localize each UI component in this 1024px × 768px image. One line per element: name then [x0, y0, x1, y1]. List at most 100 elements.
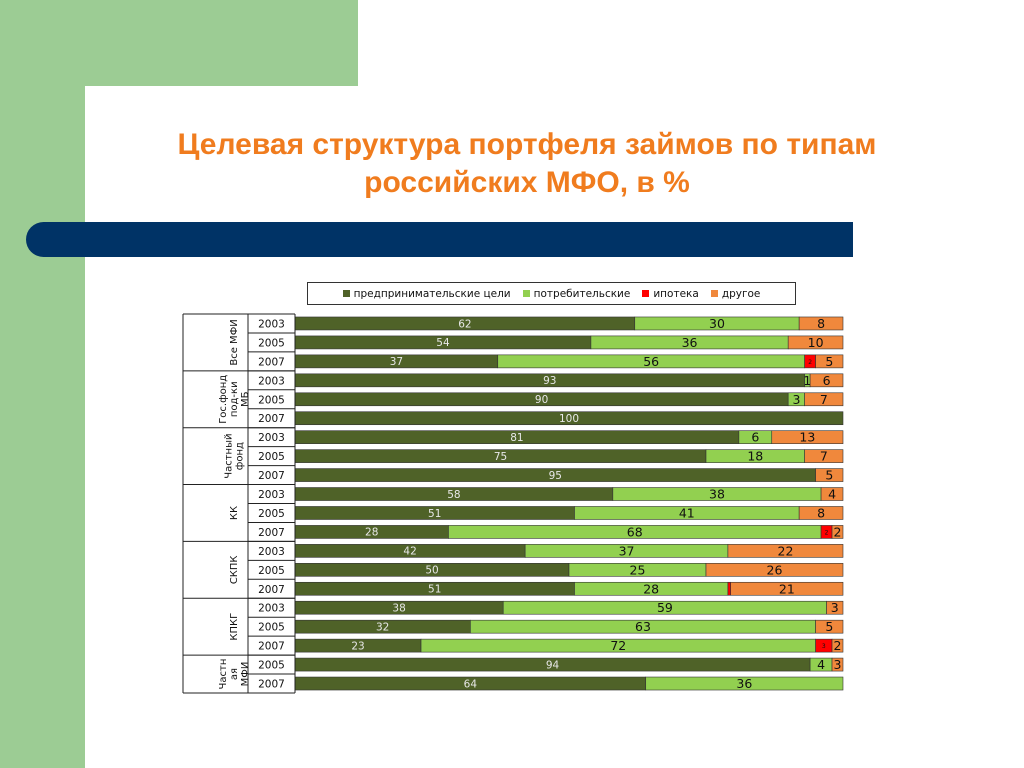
- year-label: 2005: [258, 622, 285, 634]
- legend-swatch-entrepreneurial: [342, 290, 350, 297]
- year-label: 2005: [258, 451, 285, 463]
- bar-segment-other: [809, 373, 844, 388]
- data-label: 36: [682, 335, 698, 350]
- data-label: 2: [825, 529, 829, 536]
- group-label: КПКГ: [229, 613, 240, 641]
- bar-segment-other: [831, 638, 844, 653]
- year-label: 2003: [258, 318, 285, 330]
- year-label: 2005: [258, 394, 285, 406]
- data-label: 64: [464, 678, 478, 690]
- data-label: 23: [351, 640, 364, 652]
- data-label: 18: [747, 449, 763, 464]
- group-label: Гос.фонд: [218, 375, 229, 424]
- data-label: 94: [546, 659, 560, 671]
- data-label: 72: [610, 638, 626, 653]
- legend-item-other: другое: [710, 287, 761, 300]
- left-green-band: [0, 0, 85, 768]
- bar-segment-other: [815, 354, 844, 369]
- data-label: 21: [779, 581, 795, 596]
- data-label: 4: [817, 657, 825, 672]
- legend-label-mortgage: ипотека: [653, 287, 699, 300]
- title-underline-band: [26, 222, 853, 257]
- data-label: 93: [543, 375, 556, 387]
- data-label: 5: [825, 468, 833, 483]
- bar-segment-mortgage: [727, 581, 731, 596]
- data-label: 62: [458, 318, 471, 330]
- bar-segment-other: [771, 430, 844, 444]
- data-label: 51: [428, 508, 441, 520]
- data-label: 100: [559, 413, 579, 425]
- data-label: 10: [808, 335, 824, 350]
- data-label: 3: [822, 643, 826, 650]
- data-label: 28: [643, 581, 659, 596]
- bar-segment-other: [831, 525, 844, 539]
- data-label: 58: [447, 489, 460, 501]
- data-label: 6: [823, 373, 831, 388]
- data-label: 56: [643, 354, 659, 369]
- year-label: 2003: [258, 489, 285, 501]
- bar-segment-other: [804, 449, 844, 463]
- data-label: 3: [834, 657, 842, 672]
- year-label: 2003: [258, 432, 285, 444]
- data-label: 1: [803, 373, 811, 388]
- data-label: 8: [817, 505, 825, 520]
- data-label: 28: [365, 527, 378, 539]
- title-line-2: российских МФО, в %: [364, 166, 690, 199]
- bar-segment-other: [815, 468, 844, 482]
- year-label: 2005: [258, 660, 285, 672]
- bar-segment-other: [727, 544, 844, 558]
- data-label: 68: [627, 524, 643, 539]
- bar-segment-other: [798, 506, 844, 520]
- legend-swatch-mortgage: [642, 290, 650, 297]
- bar-segment-other: [815, 619, 844, 634]
- data-label: 13: [799, 430, 815, 445]
- data-label: 38: [392, 603, 405, 615]
- data-label: 38: [709, 487, 725, 502]
- bar-segment-other: [826, 600, 844, 615]
- data-label: 42: [403, 546, 416, 558]
- year-label: 2007: [258, 679, 285, 691]
- data-label: 5: [825, 354, 833, 369]
- bar-segment-other: [804, 392, 844, 407]
- group-label: под-ки: [229, 381, 240, 417]
- data-label: 41: [679, 505, 695, 520]
- data-label: 63: [635, 619, 651, 634]
- legend-item-entrepreneurial: предпринимательские цели: [342, 287, 511, 300]
- group-label: Все МФИ: [229, 319, 240, 365]
- bar-segment-other: [787, 335, 844, 350]
- group-label: КК: [229, 506, 240, 520]
- group-label: СКПК: [229, 555, 240, 584]
- data-label: 37: [390, 356, 403, 368]
- bar-segment-other: [831, 657, 844, 672]
- group-label: Частный: [224, 434, 235, 479]
- data-label: 7: [820, 449, 828, 464]
- data-label: 59: [657, 600, 673, 615]
- group-label: фонд: [235, 442, 246, 470]
- data-label: 95: [549, 470, 562, 482]
- data-label: 5: [825, 619, 833, 634]
- data-label: 81: [510, 432, 523, 444]
- bar-segment-other: [705, 563, 844, 577]
- bar-segment-other: [798, 316, 844, 331]
- content-panel: [85, 86, 1024, 768]
- page-title: Целевая структура портфеля займов по тип…: [100, 126, 954, 202]
- bar-segment-consumer: [645, 676, 844, 691]
- legend-label-entrepreneurial: предпринимательские цели: [353, 287, 511, 300]
- group-label: Частн: [218, 659, 229, 690]
- data-label: 8: [817, 316, 825, 331]
- data-label: 2: [834, 638, 842, 653]
- data-label: 51: [428, 584, 441, 596]
- year-label: 2005: [258, 337, 285, 349]
- legend-label-other: другое: [721, 287, 761, 300]
- data-label: 32: [376, 621, 389, 633]
- chart-legend: предпринимательские цели потребительские…: [307, 282, 796, 305]
- top-green-block: [0, 0, 358, 86]
- year-label: 2007: [258, 584, 285, 596]
- year-label: 2003: [258, 603, 285, 615]
- title-line-1: Целевая структура портфеля займов по тип…: [177, 128, 877, 161]
- data-label: 54: [436, 337, 450, 349]
- data-label: 30: [709, 316, 725, 331]
- year-label: 2007: [258, 356, 285, 368]
- year-label: 2005: [258, 565, 285, 577]
